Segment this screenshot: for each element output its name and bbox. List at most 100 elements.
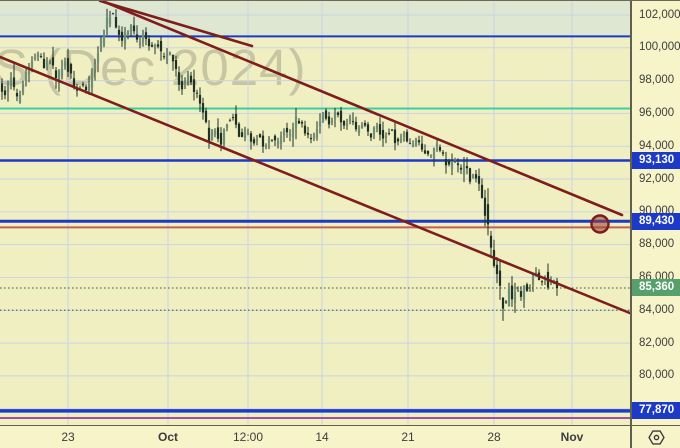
candle-body	[84, 86, 88, 91]
candle-body	[486, 204, 490, 225]
candle-body	[348, 116, 352, 122]
candle-body	[165, 54, 169, 61]
candle-body	[240, 132, 244, 137]
candle-body	[51, 57, 55, 66]
candle-body	[132, 25, 136, 32]
candle-body	[258, 134, 262, 138]
candle-body	[366, 124, 370, 132]
candle-body	[225, 124, 229, 128]
scale-settings-icon[interactable]	[647, 429, 665, 446]
candle-body	[435, 143, 439, 147]
candle-body	[441, 152, 445, 154]
candle-body	[531, 273, 535, 285]
candle-body	[402, 133, 406, 138]
candle-body	[99, 37, 103, 51]
candle-body	[540, 281, 544, 283]
candle-body	[507, 286, 511, 307]
candle-body	[474, 174, 478, 179]
candle-body	[423, 150, 427, 154]
candle-body	[213, 130, 217, 135]
price-tick-label: 80,000	[639, 369, 675, 382]
candle-body	[321, 112, 325, 122]
candle-body	[459, 167, 463, 170]
candle-body	[405, 131, 409, 142]
candle-body	[426, 150, 430, 155]
candle-body	[408, 143, 412, 145]
candle-body	[342, 121, 346, 126]
candle-body	[417, 140, 421, 143]
candle-body	[39, 56, 43, 58]
candle-body	[141, 34, 145, 43]
candle-body	[477, 176, 481, 184]
candle-body	[36, 53, 40, 57]
chart-canvas[interactable]: S (Dec 2024)	[0, 1, 630, 425]
candle-body	[222, 129, 226, 145]
candle-body	[183, 82, 187, 86]
chart-plot-area[interactable]: S (Dec 2024)	[0, 1, 630, 425]
trend-line[interactable]	[102, 1, 624, 217]
candle-body	[489, 235, 493, 248]
candle-body	[111, 13, 115, 15]
candle-body	[60, 68, 64, 78]
candle-body	[234, 113, 238, 125]
candle-body	[336, 112, 340, 115]
candle-body	[189, 75, 193, 83]
symbol-watermark: S (Dec 2024)	[0, 39, 306, 96]
trend-line[interactable]	[0, 55, 630, 315]
candle-body	[138, 41, 142, 46]
plot-background	[0, 1, 630, 425]
candle-body	[27, 67, 31, 75]
candle-body	[354, 121, 358, 130]
candle-body	[246, 132, 250, 134]
price-axis[interactable]: 102,000 100,000 98,000 96,000 94,000 92,000 90…	[632, 1, 680, 425]
candle-body	[327, 116, 331, 125]
candle-body	[525, 284, 529, 291]
candle-body	[159, 40, 163, 52]
candle-body	[219, 133, 223, 145]
price-axis-separator	[630, 1, 632, 448]
candle-body	[243, 129, 247, 138]
candle-body	[72, 78, 76, 88]
price-level-badge: 89,430	[632, 212, 680, 230]
candle-body	[186, 74, 190, 81]
time-tick-label: 14	[315, 430, 329, 444]
time-tick-label: 12:00	[232, 430, 264, 444]
price-tick-label: 92,000	[639, 172, 675, 185]
candle-body	[330, 120, 334, 123]
candle-body	[498, 270, 502, 286]
time-axis[interactable]: 23 Oct 12:00 14 21 28 Nov	[0, 426, 630, 448]
candle-body	[231, 117, 235, 119]
candle-body	[303, 125, 307, 134]
candle-body	[429, 155, 433, 157]
candle-body	[87, 84, 91, 91]
candle-body	[204, 110, 208, 123]
candle-body	[195, 92, 199, 94]
candle-body	[291, 127, 295, 138]
price-level-badge: 77,870	[632, 402, 680, 420]
time-axis-separator	[0, 425, 680, 426]
candle-body	[252, 139, 256, 144]
candle-body	[171, 54, 175, 62]
time-tick-label: 21	[401, 430, 415, 444]
candle-body	[369, 133, 373, 138]
candle-body	[114, 17, 118, 28]
candle-body	[81, 84, 85, 86]
candle-body	[501, 297, 505, 309]
candle-body	[411, 144, 415, 147]
candle-body	[438, 147, 442, 151]
candle-body	[519, 291, 523, 297]
level-touch-marker-circle[interactable]	[590, 214, 610, 234]
candle-body	[282, 130, 286, 136]
candle-body	[69, 64, 73, 74]
candle-body	[528, 290, 532, 292]
candle-body	[333, 112, 337, 119]
candle-body	[381, 130, 385, 139]
price-tick-label: 82,000	[639, 336, 675, 349]
candle-body	[432, 148, 436, 159]
candle-body	[3, 90, 7, 96]
trend-line[interactable]	[98, 1, 254, 48]
candle-body	[96, 53, 100, 63]
candle-body	[126, 30, 130, 37]
candle-body	[54, 70, 58, 78]
